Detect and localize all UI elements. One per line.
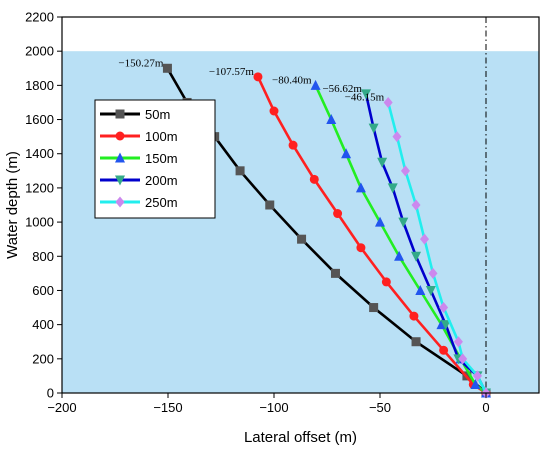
data-point	[398, 217, 409, 228]
data-point	[400, 165, 410, 177]
data-point	[360, 89, 371, 100]
end-offset-annotation: −150.27m	[118, 57, 163, 69]
data-point	[341, 148, 352, 159]
data-point	[453, 336, 463, 348]
y-tick-label: 600	[32, 283, 54, 298]
data-point	[330, 268, 340, 278]
data-point	[411, 251, 422, 262]
data-point	[368, 123, 379, 134]
annotation-layer: −150.27m −107.57m −80.40m −56.62m−46.15m	[118, 57, 384, 103]
end-offset-annotation: −56.62m	[322, 83, 362, 95]
data-point	[458, 353, 468, 365]
data-point	[356, 243, 366, 253]
data-point	[415, 284, 426, 295]
legend-entry: 50m	[100, 107, 170, 122]
data-point	[440, 320, 451, 331]
y-tick-label: 800	[32, 249, 54, 264]
data-point	[473, 370, 483, 382]
y-tick-label: 1000	[25, 215, 54, 230]
y-tick-label: 1800	[25, 78, 54, 93]
plot-frame	[61, 16, 540, 394]
y-tick-label: 1400	[25, 146, 54, 161]
data-point	[392, 131, 402, 143]
data-point	[375, 216, 385, 227]
y-tick-label: 2000	[25, 44, 54, 59]
data-point	[355, 182, 366, 193]
data-point	[253, 72, 263, 82]
axis-layer: −200 −150 −100 −50 0 0 200 400 600 800 1000 1200 140…	[25, 10, 490, 416]
end-offset-annotation: −46.15m	[345, 91, 385, 103]
data-point	[409, 311, 419, 321]
x-tick-label: −100	[259, 400, 288, 415]
y-tick-label: 400	[32, 317, 54, 332]
legend-marker	[115, 109, 125, 119]
y-tick-label: 1600	[25, 112, 54, 127]
data-point	[377, 157, 388, 168]
data-point	[162, 63, 172, 73]
data-point	[420, 233, 430, 245]
data-point	[425, 285, 436, 296]
data-point	[387, 183, 398, 194]
legend-marker	[115, 175, 125, 186]
end-offset-annotation: −80.40m	[272, 74, 312, 86]
data-point	[310, 79, 321, 90]
data-point	[394, 250, 405, 261]
legend-entry: 100m	[100, 129, 178, 144]
data-point	[369, 303, 379, 313]
data-point	[470, 378, 481, 389]
data-point	[381, 277, 391, 287]
series-250m	[383, 96, 491, 399]
data-point	[411, 199, 421, 211]
legend-label: 50m	[145, 107, 170, 122]
data-point	[269, 106, 279, 116]
y-tick-label: 1200	[25, 180, 54, 195]
y-tick-label: 0	[47, 386, 54, 401]
data-point	[326, 114, 337, 125]
data-point	[309, 174, 319, 184]
data-point	[411, 337, 421, 347]
x-tick-label: −150	[153, 400, 182, 415]
data-point	[439, 345, 449, 355]
data-point	[297, 234, 307, 244]
x-axis-title: Lateral offset (m)	[244, 429, 357, 446]
data-point	[235, 166, 245, 176]
legend-entry: 250m	[100, 195, 178, 210]
data-point	[383, 96, 393, 108]
data-point	[439, 302, 449, 314]
x-tick-label: 0	[482, 400, 489, 415]
legend-marker	[115, 131, 125, 141]
legend-entry: 200m	[100, 173, 178, 188]
legend-entry: 150m	[100, 151, 178, 166]
legend-marker	[115, 152, 125, 163]
x-tick-label: −200	[47, 400, 76, 415]
legend-label: 250m	[145, 195, 178, 210]
legend-label: 200m	[145, 173, 178, 188]
x-tick-label: −50	[369, 400, 391, 415]
data-point	[288, 140, 298, 150]
legend-marker	[115, 196, 125, 208]
legend-label: 100m	[145, 129, 178, 144]
y-axis-title: Water depth (m)	[4, 151, 21, 259]
legend-label: 150m	[145, 151, 178, 166]
y-tick-label: 2200	[25, 10, 54, 25]
data-point	[428, 267, 438, 279]
y-tick-label: 200	[32, 351, 54, 366]
end-offset-annotation: −107.57m	[209, 66, 254, 78]
legend: 50m 100m 150m 200m 250m	[94, 99, 216, 219]
data-point	[265, 200, 275, 210]
data-point	[333, 209, 343, 219]
